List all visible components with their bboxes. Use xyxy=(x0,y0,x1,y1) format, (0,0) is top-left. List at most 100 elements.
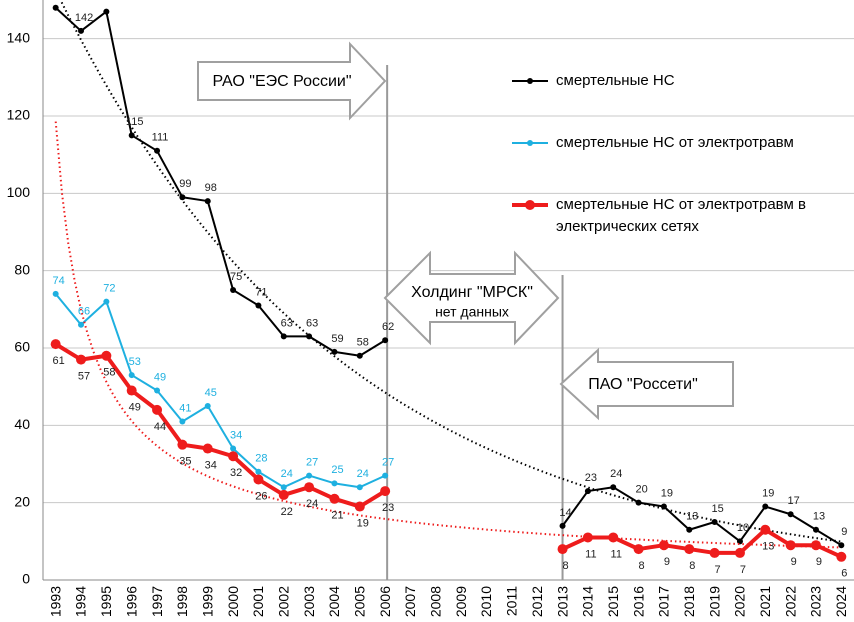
x-tick-label: 2005 xyxy=(352,586,368,617)
data-point xyxy=(52,4,59,11)
x-tick-label: 2016 xyxy=(630,586,646,617)
data-point xyxy=(658,540,669,551)
data-point xyxy=(584,488,591,495)
data-point xyxy=(382,337,389,344)
data-point xyxy=(736,538,743,545)
x-tick-label: 2004 xyxy=(326,586,342,617)
data-point xyxy=(331,480,338,487)
x-tick-label: 2018 xyxy=(681,586,697,617)
data-label: 15 xyxy=(711,503,723,515)
data-label: 58 xyxy=(103,367,115,379)
data-label: 8 xyxy=(639,560,645,572)
data-point xyxy=(734,547,745,558)
x-tick-label: 1998 xyxy=(174,586,190,617)
legend-marker xyxy=(525,200,535,210)
data-label: 34 xyxy=(230,429,242,441)
data-point xyxy=(711,519,718,525)
data-label: 27 xyxy=(382,457,394,469)
x-tick-label: 2011 xyxy=(504,586,520,616)
data-label: 23 xyxy=(382,502,394,514)
data-point xyxy=(278,489,289,500)
data-point xyxy=(76,354,87,365)
data-point xyxy=(177,439,188,450)
data-point xyxy=(78,27,85,34)
data-point xyxy=(812,526,819,533)
y-tick-label: 40 xyxy=(14,416,30,432)
x-tick-label: 2013 xyxy=(554,586,570,617)
legend-swatch xyxy=(512,200,548,210)
data-point xyxy=(810,540,821,551)
data-point xyxy=(836,551,847,562)
x-tick-label: 1996 xyxy=(123,586,139,617)
y-tick-label: 80 xyxy=(14,261,30,277)
x-tick-label: 2001 xyxy=(250,586,266,617)
data-point xyxy=(128,372,135,379)
y-tick-label: 140 xyxy=(7,29,31,45)
data-label: 24 xyxy=(357,468,369,480)
data-label: 49 xyxy=(129,401,141,413)
x-tick-label: 2002 xyxy=(275,586,291,617)
y-tick-label: 100 xyxy=(7,184,31,200)
data-label: 35 xyxy=(179,456,191,468)
data-label: 62 xyxy=(382,321,394,333)
data-label: 13 xyxy=(762,541,774,553)
data-label: 45 xyxy=(205,387,217,399)
y-tick-label: 20 xyxy=(14,493,30,509)
data-point xyxy=(635,499,642,506)
data-label: 14 xyxy=(559,507,571,519)
series-line xyxy=(54,293,386,489)
data-label: 63 xyxy=(281,317,293,329)
annotation: Холдинг "МРСК" xyxy=(411,284,533,301)
data-label: 8 xyxy=(562,560,568,572)
data-point xyxy=(52,290,59,297)
x-tick-label: 2000 xyxy=(225,586,241,617)
data-label: 75 xyxy=(230,271,242,283)
legend-entry: смертельные НС xyxy=(510,70,852,92)
data-point xyxy=(152,404,163,415)
series-line xyxy=(54,6,842,547)
x-tick-label: 2019 xyxy=(706,586,722,617)
legend-entry: смертельные НС от электротравм в электри… xyxy=(510,194,852,238)
x-tick-label: 2009 xyxy=(453,586,469,617)
x-tick-label: 2008 xyxy=(428,586,444,617)
data-point xyxy=(610,484,617,491)
annotation: РАО "ЕЭС России" xyxy=(212,73,351,90)
x-tick-label: 2014 xyxy=(580,586,596,617)
data-point xyxy=(660,503,667,510)
data-point xyxy=(154,147,161,154)
data-label: 72 xyxy=(103,283,115,295)
x-tick-label: 2007 xyxy=(402,586,418,617)
data-label: 11 xyxy=(585,548,596,560)
data-point xyxy=(633,544,644,555)
data-point xyxy=(785,540,796,551)
data-label: 13 xyxy=(686,511,698,523)
data-label: 71 xyxy=(255,286,267,298)
x-tick-label: 2012 xyxy=(529,586,545,617)
period-arrow xyxy=(383,250,560,346)
data-label: 19 xyxy=(357,517,369,529)
data-label: 21 xyxy=(331,510,343,522)
period-arrow xyxy=(197,41,387,121)
x-tick-label: 1999 xyxy=(199,586,215,617)
data-label: 17 xyxy=(788,495,800,507)
data-point xyxy=(686,526,693,533)
legend: смертельные НС смертельные НС от электрот… xyxy=(510,70,854,278)
x-tick-label: 2015 xyxy=(605,586,621,617)
data-label: 66 xyxy=(78,306,90,318)
data-point xyxy=(179,194,186,201)
period-arrow xyxy=(559,347,734,421)
data-label: 7 xyxy=(715,564,721,576)
y-tick-label: 0 xyxy=(22,571,30,587)
data-label: 9 xyxy=(841,526,847,538)
data-point xyxy=(356,484,363,491)
data-point xyxy=(709,547,720,558)
data-label: 49 xyxy=(154,371,166,383)
data-point xyxy=(255,302,262,309)
data-label: 23 xyxy=(585,472,597,484)
y-tick-label: 60 xyxy=(14,339,30,355)
data-label: 13 xyxy=(813,511,825,523)
x-tick-label: 2020 xyxy=(732,586,748,617)
data-point xyxy=(280,484,287,491)
data-point xyxy=(306,333,313,340)
data-point xyxy=(331,348,338,355)
